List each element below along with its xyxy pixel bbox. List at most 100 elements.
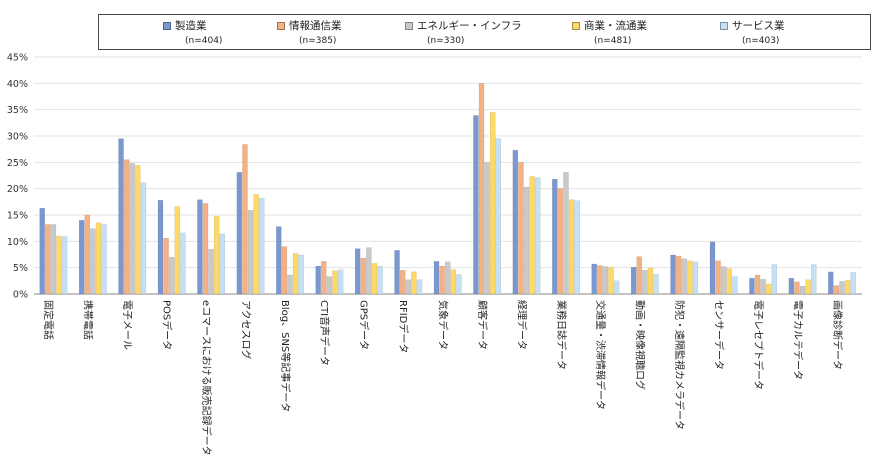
bar xyxy=(180,232,186,295)
legend-label: サービス業 xyxy=(732,20,785,32)
legend-item-commerce: 商業・流通業 (n=481) xyxy=(572,18,647,46)
bar xyxy=(484,162,490,295)
bar xyxy=(613,280,620,295)
bar xyxy=(247,210,254,295)
bars xyxy=(39,83,856,295)
x-tick-label: センサーデータ xyxy=(713,300,726,370)
bar xyxy=(399,270,406,295)
bar xyxy=(529,176,535,295)
bar xyxy=(681,258,687,295)
legend-label: エネルギー・インフラ xyxy=(417,20,522,32)
bar xyxy=(371,263,378,295)
legend-label: 情報通信業 xyxy=(289,20,342,32)
bar xyxy=(321,261,327,295)
bar xyxy=(473,115,479,295)
bar xyxy=(771,264,778,295)
bar xyxy=(754,274,761,295)
bar xyxy=(129,163,135,295)
legend-n: (n=403) xyxy=(742,36,780,46)
bar xyxy=(478,83,485,295)
bar xyxy=(163,237,169,295)
bar xyxy=(405,279,411,295)
bar xyxy=(608,267,614,295)
bar xyxy=(726,268,732,295)
x-tick-label: 固定電話 xyxy=(42,300,55,340)
y-tick-label: 35% xyxy=(7,105,28,116)
bar xyxy=(811,264,817,295)
bar xyxy=(78,220,85,295)
x-tick-label: 画像診断データ xyxy=(831,300,844,370)
legend-item-service: サービス業 (n=403) xyxy=(720,18,785,46)
y-axis: 0% 5% 10% 15% 20% 25% 30% 35% 40% 45% xyxy=(7,53,28,301)
bar xyxy=(39,207,45,295)
bar xyxy=(332,270,338,295)
x-tick-label: 電子メール xyxy=(121,300,133,350)
bar xyxy=(636,256,642,295)
legend-n: (n=330) xyxy=(427,36,465,46)
x-tick-label: POSデータ xyxy=(161,300,174,350)
bar xyxy=(219,233,226,295)
bar xyxy=(292,253,299,295)
x-tick-label: アクセスログ xyxy=(239,300,252,360)
bar xyxy=(439,265,445,295)
y-tick-label: 10% xyxy=(7,237,28,248)
x-tick-label: 顧客データ xyxy=(476,300,489,350)
x-tick-label: 交通量・渋滞情報データ xyxy=(594,300,607,410)
bar xyxy=(123,159,130,295)
bar xyxy=(766,283,772,295)
bar xyxy=(354,248,361,295)
bar xyxy=(208,249,214,295)
bar xyxy=(574,200,580,295)
legend-item-energy: エネルギー・インフラ (n=330) xyxy=(405,18,522,46)
bar xyxy=(315,265,321,295)
bar xyxy=(456,274,462,295)
bar xyxy=(794,281,800,295)
x-tick-label: 電子レセプトデータ xyxy=(752,300,765,390)
bar xyxy=(450,269,456,295)
y-tick-label: 25% xyxy=(7,158,28,169)
bar xyxy=(535,177,541,295)
bar xyxy=(828,271,834,295)
bar xyxy=(630,266,637,295)
bar xyxy=(653,274,659,295)
bar xyxy=(445,261,451,295)
bar xyxy=(337,269,344,295)
bar xyxy=(495,138,502,295)
bar xyxy=(202,203,209,295)
bar xyxy=(95,222,102,295)
y-tick-label: 30% xyxy=(7,132,28,143)
bar xyxy=(197,199,203,295)
y-tick-label: 0% xyxy=(13,290,28,301)
bar xyxy=(50,224,57,295)
y-tick-label: 45% xyxy=(7,53,28,64)
bar xyxy=(366,247,372,295)
bar xyxy=(692,261,699,295)
bar xyxy=(839,281,845,295)
bar xyxy=(281,246,288,295)
bar xyxy=(799,285,806,295)
bar xyxy=(732,276,738,295)
bar xyxy=(56,235,62,295)
bar xyxy=(602,266,609,295)
bar xyxy=(360,257,366,295)
bar xyxy=(523,186,530,295)
legend-item-manufacturing: 製造業 (n=404) xyxy=(163,18,222,46)
y-tick-label: 40% xyxy=(7,79,28,90)
bar xyxy=(687,260,693,295)
bar xyxy=(642,270,648,295)
bar xyxy=(287,274,293,295)
bar xyxy=(844,280,851,295)
bar xyxy=(61,236,68,295)
bar xyxy=(709,241,716,295)
bar xyxy=(760,279,766,295)
bar xyxy=(253,194,259,295)
bar xyxy=(140,182,147,295)
bar xyxy=(721,266,727,295)
bar xyxy=(552,178,558,295)
bar xyxy=(715,260,721,295)
bar xyxy=(568,199,575,295)
legend-label: 商業・流通業 xyxy=(584,20,647,32)
bar xyxy=(135,165,141,295)
bar xyxy=(214,215,220,295)
